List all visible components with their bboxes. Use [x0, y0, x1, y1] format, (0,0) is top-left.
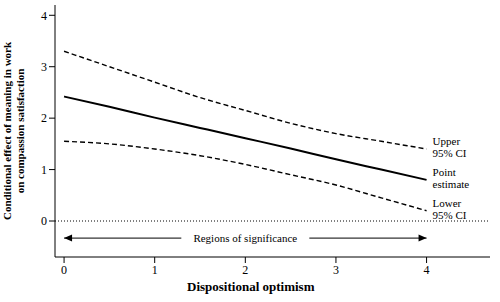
- svg-text:Dispositional optimism: Dispositional optimism: [187, 279, 315, 294]
- svg-text:Regions of significance: Regions of significance: [193, 232, 297, 244]
- svg-text:3: 3: [41, 60, 47, 74]
- svg-text:0: 0: [61, 263, 67, 277]
- svg-text:4: 4: [424, 263, 430, 277]
- svg-text:Upper95% CI: Upper95% CI: [433, 135, 467, 159]
- svg-text:0: 0: [41, 214, 47, 228]
- svg-text:4: 4: [41, 9, 47, 23]
- svg-text:Pointestimate: Pointestimate: [433, 166, 470, 190]
- svg-text:2: 2: [242, 263, 248, 277]
- svg-text:2: 2: [41, 111, 47, 125]
- svg-text:Conditional effect of meaning: Conditional effect of meaning in work: [8, 41, 13, 220]
- svg-text:3: 3: [333, 263, 339, 277]
- svg-text:1: 1: [41, 163, 47, 177]
- svg-text:Lower95% CI: Lower95% CI: [433, 197, 467, 221]
- svg-text:on compassion satisfaction: on compassion satisfaction: [14, 69, 26, 194]
- svg-text:1: 1: [152, 263, 158, 277]
